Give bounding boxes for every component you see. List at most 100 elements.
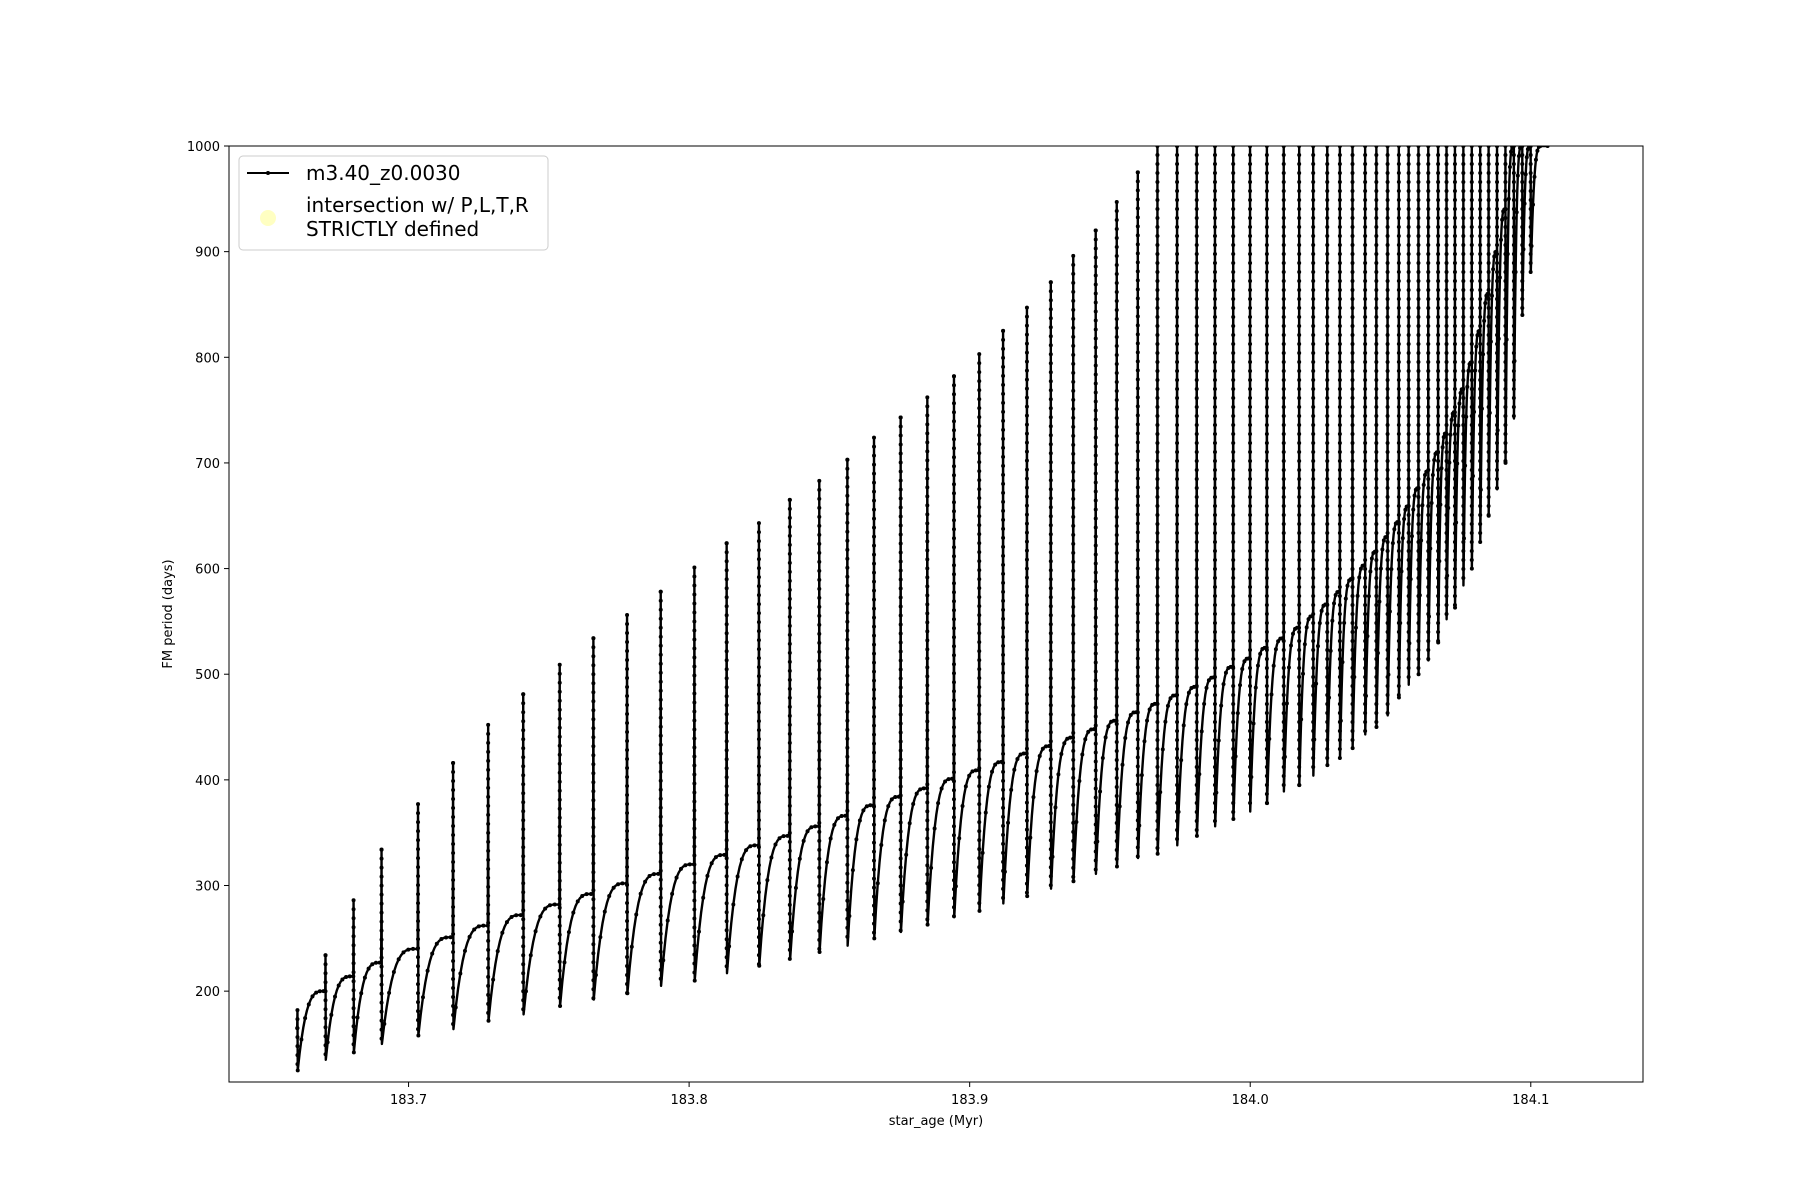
- series-point: [1452, 513, 1457, 517]
- series-point: [1503, 225, 1508, 229]
- series-point: [451, 958, 456, 963]
- series-point: [977, 847, 982, 852]
- series-point: [1194, 558, 1199, 562]
- series-point: [1194, 513, 1199, 517]
- series-point: [1495, 288, 1500, 292]
- series-point: [889, 797, 894, 802]
- series-point: [756, 656, 761, 661]
- series-point: [1374, 666, 1379, 670]
- series-point: [1071, 604, 1076, 609]
- series-point: [486, 830, 491, 835]
- series-point: [1311, 216, 1316, 220]
- series-point: [1114, 864, 1119, 869]
- series-point: [1325, 720, 1330, 724]
- series-point: [1337, 252, 1342, 256]
- series-point: [1444, 558, 1449, 562]
- series-point: [1452, 567, 1457, 571]
- series-point: [591, 771, 596, 776]
- series-point: [1155, 630, 1160, 634]
- series-point: [557, 941, 562, 946]
- series-point: [1155, 180, 1160, 184]
- series-point: [1461, 540, 1466, 544]
- series-point: [1385, 414, 1390, 418]
- series-point: [1374, 621, 1379, 625]
- series-point: [787, 758, 792, 763]
- series-point: [1194, 684, 1199, 688]
- series-point: [925, 548, 930, 553]
- series-point: [658, 742, 663, 747]
- series-point: [1093, 588, 1098, 593]
- series-point: [1500, 217, 1505, 222]
- series-point: [1436, 297, 1441, 301]
- series-point: [817, 946, 822, 951]
- series-point: [1114, 604, 1119, 609]
- series-point: [1114, 307, 1119, 312]
- series-point: [872, 876, 877, 881]
- series-point: [1114, 739, 1119, 744]
- series-point: [1444, 387, 1449, 391]
- series-point: [1231, 189, 1236, 193]
- series-point: [1374, 630, 1379, 634]
- series-point: [1374, 270, 1379, 274]
- series-point: [1436, 180, 1441, 184]
- series-point: [1469, 513, 1474, 517]
- series-point: [845, 520, 850, 525]
- series-point: [1472, 409, 1477, 414]
- series-point: [1486, 171, 1491, 175]
- series-point: [1024, 503, 1029, 508]
- series-point: [1281, 531, 1286, 535]
- series-point: [1374, 585, 1379, 589]
- series-point: [1212, 270, 1217, 274]
- series-point: [314, 990, 319, 995]
- series-point: [1385, 630, 1390, 634]
- series-point: [451, 778, 456, 783]
- series-point: [787, 848, 792, 853]
- series-point: [486, 794, 491, 799]
- series-point: [1212, 432, 1217, 436]
- series-point: [1374, 252, 1379, 256]
- series-point: [1264, 648, 1269, 652]
- series-point: [1355, 593, 1360, 598]
- series-point: [1048, 649, 1053, 654]
- series-point: [765, 878, 770, 883]
- series-point: [1194, 549, 1199, 553]
- series-point: [1511, 198, 1516, 202]
- series-point: [1416, 522, 1421, 526]
- series-point: [1461, 486, 1466, 490]
- series-point: [1426, 513, 1431, 517]
- series-point: [1297, 207, 1302, 211]
- series-point: [1511, 396, 1516, 400]
- series-point: [1325, 576, 1330, 580]
- series-point: [1155, 351, 1160, 355]
- series-point: [1325, 729, 1330, 733]
- series-point: [1071, 568, 1076, 573]
- series-point: [1363, 279, 1368, 283]
- series-point: [1524, 155, 1529, 160]
- series-point: [1374, 414, 1379, 418]
- series-point: [1212, 531, 1217, 535]
- series-point: [486, 785, 491, 790]
- series-point: [925, 836, 930, 841]
- series-point: [1231, 621, 1236, 625]
- series-point: [1511, 234, 1516, 238]
- series-point: [1235, 711, 1240, 716]
- series-point: [951, 572, 956, 577]
- series-point: [1001, 409, 1006, 414]
- series-point: [1024, 539, 1029, 544]
- series-point: [1374, 189, 1379, 193]
- series-point: [1093, 363, 1098, 368]
- series-point: [1114, 640, 1119, 645]
- series-point: [1281, 234, 1286, 238]
- series-point: [1024, 566, 1029, 571]
- series-point: [416, 838, 421, 843]
- series-point: [1452, 585, 1457, 589]
- series-point: [1231, 738, 1236, 742]
- series-point: [591, 870, 596, 875]
- series-point: [1330, 618, 1335, 623]
- series-point: [872, 804, 877, 809]
- series-point: [1452, 522, 1457, 526]
- series-point: [1155, 450, 1160, 454]
- series-point: [1396, 162, 1401, 166]
- series-point: [1520, 153, 1525, 157]
